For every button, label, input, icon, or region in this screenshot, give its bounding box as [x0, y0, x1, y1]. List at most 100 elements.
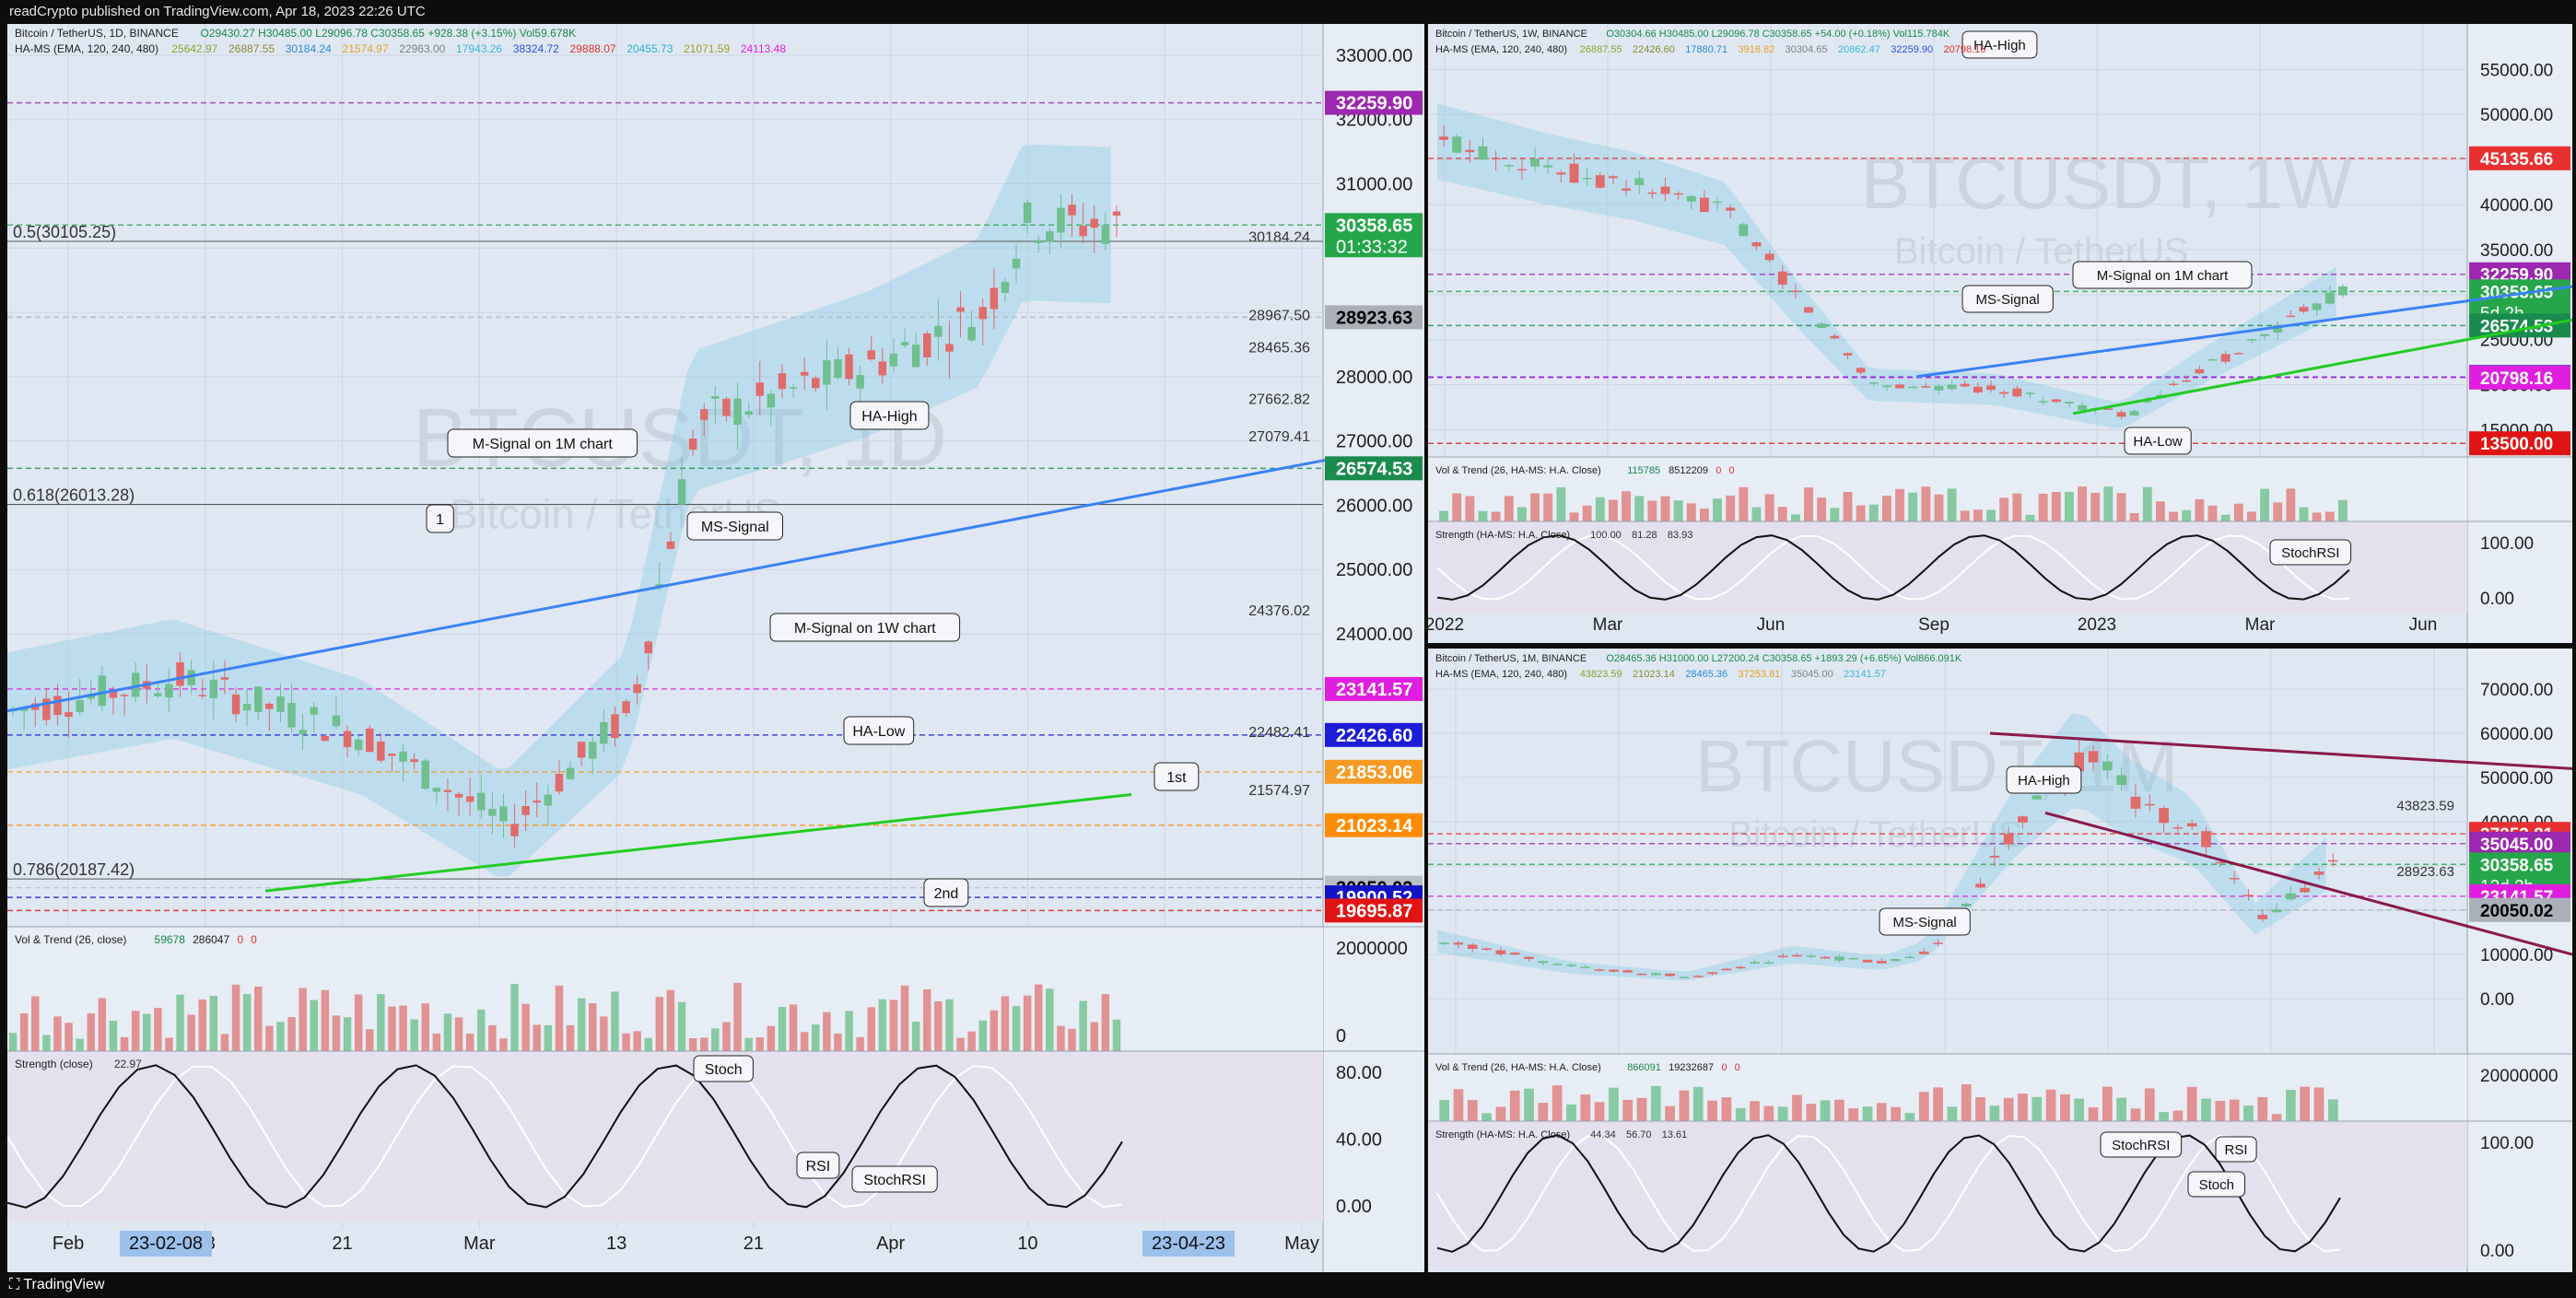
candle-body	[1524, 956, 1534, 960]
volume-title: Vol & Trend (26, HA-MS: H.A. Close)	[1435, 1062, 1601, 1073]
volume-bar	[1960, 510, 1970, 521]
annotation-box	[769, 613, 961, 642]
rsi-line	[1436, 1134, 2341, 1253]
annotation-box	[849, 401, 930, 430]
candle-body	[1679, 976, 1690, 978]
volume-bar	[1647, 500, 1657, 521]
volume-bar	[254, 986, 263, 1051]
candle-body	[1908, 386, 1918, 389]
price-tag-label: 35045.00	[2480, 836, 2553, 855]
rsi-line	[1436, 534, 2350, 601]
x-tick-label: Mar	[1593, 615, 1623, 635]
candle-body	[1622, 970, 1633, 973]
candle-body	[856, 375, 864, 389]
candle-body	[1792, 954, 1802, 957]
price-tag-box	[1325, 456, 1423, 481]
candle-body	[1608, 176, 1618, 179]
volume-bar	[800, 1032, 809, 1051]
candle-body	[1735, 966, 1746, 969]
price-tag-label: 23141.57	[1336, 680, 1412, 700]
volume-bar	[555, 985, 564, 1051]
candle-body	[209, 679, 218, 698]
candle-body	[1551, 964, 1563, 965]
volume-bar	[1895, 488, 1905, 521]
volume-bar	[1934, 494, 1944, 521]
volume-bar	[1001, 996, 1010, 1051]
volume-bar	[2051, 491, 2061, 521]
indicator-title: HA-MS (EMA, 120, 240, 480)	[1435, 44, 1567, 55]
candle-body	[2018, 816, 2028, 823]
candle-body	[2182, 380, 2192, 382]
volume-bar	[310, 1000, 318, 1051]
annotation-box	[2006, 766, 2082, 794]
volume-bar	[2324, 511, 2335, 521]
candle-body	[2215, 861, 2226, 864]
volume-value: 8512209	[1669, 465, 1708, 476]
x-tick-label: Apr	[876, 1234, 905, 1254]
brand-text: TradingView	[23, 1277, 105, 1292]
volume-bar	[265, 1025, 274, 1051]
candle-body	[1516, 169, 1527, 171]
volume-bar	[421, 1003, 429, 1051]
candle-body	[611, 714, 619, 739]
candle-body	[1947, 384, 1957, 390]
volume-bar	[1035, 984, 1043, 1051]
volume-bar	[42, 1035, 51, 1051]
volume-bar	[1777, 507, 1787, 521]
volume-bar	[1609, 1087, 1619, 1121]
volume-bar	[2045, 1089, 2056, 1121]
volume-bar	[1481, 1113, 1492, 1121]
candle-body	[755, 382, 764, 396]
y-tick-label: 25000.00	[1336, 560, 1412, 580]
volume-bar	[1961, 1084, 1972, 1121]
candle-body	[120, 695, 129, 696]
strength-value: 81.28	[1632, 530, 1657, 541]
tradingview-logo[interactable]: ⛶ TradingView	[9, 1277, 105, 1292]
strength-title: Strength (HA-MS: H.A. Close)	[1435, 1129, 1570, 1140]
volume-bar	[2064, 491, 2074, 521]
volume-value: 0	[1728, 465, 1734, 476]
volume-bar	[488, 1025, 497, 1051]
candle-body	[1763, 962, 1774, 965]
volume-bar	[744, 1037, 753, 1051]
candle-body	[432, 788, 441, 792]
volume-bar	[1947, 488, 1957, 521]
x-tick-label: 21	[744, 1234, 764, 1254]
volume-bar	[1595, 497, 1605, 521]
candle-body	[354, 739, 363, 751]
candle-body	[1467, 944, 1478, 950]
candle-body	[2012, 388, 2022, 397]
x-tick-label: 2023	[2078, 615, 2116, 635]
candle-body	[343, 731, 352, 747]
volume-tick: 0	[1336, 1026, 1346, 1047]
volume-bar	[2337, 499, 2348, 521]
volume-bar	[1679, 1090, 1690, 1121]
volume-bar	[2233, 503, 2243, 521]
volume-bar	[1975, 1097, 1985, 1121]
volume-bar	[2090, 492, 2101, 521]
candle-body	[254, 686, 263, 712]
candle-body	[2271, 909, 2282, 913]
strength-annotation-label: Stoch	[705, 1062, 743, 1078]
volume-bar	[1530, 493, 1540, 521]
chart-panel-weekly[interactable]: BTCUSDT, 1W Bitcoin / TetherUS 55000.00 500…	[1428, 24, 2572, 643]
volume-bar	[611, 991, 619, 1051]
chart-panel-daily[interactable]: BTCUSDT, 1D Bitcoin / TetherUS 33000.00 320…	[7, 24, 1424, 1272]
volume-bar	[2260, 488, 2270, 521]
candle-body	[2233, 353, 2243, 355]
volume-bar	[19, 1012, 29, 1051]
chart-panel-monthly[interactable]: BTCUSDT, 1M Bitcoin / TetherUS 70000.00 600…	[1428, 649, 2572, 1272]
candle-body	[533, 801, 541, 803]
volume-bar	[1707, 1100, 1717, 1121]
candle-body	[1989, 855, 2000, 858]
candle-body	[1556, 172, 1566, 175]
price-tag-box	[2469, 831, 2570, 856]
y-tick-label: 28000.00	[1336, 368, 1412, 388]
strength-tick: 80.00	[1336, 1063, 1382, 1083]
candle-body	[321, 735, 330, 742]
candle-body	[733, 398, 742, 425]
strength-tick: 0.00	[2480, 590, 2514, 609]
